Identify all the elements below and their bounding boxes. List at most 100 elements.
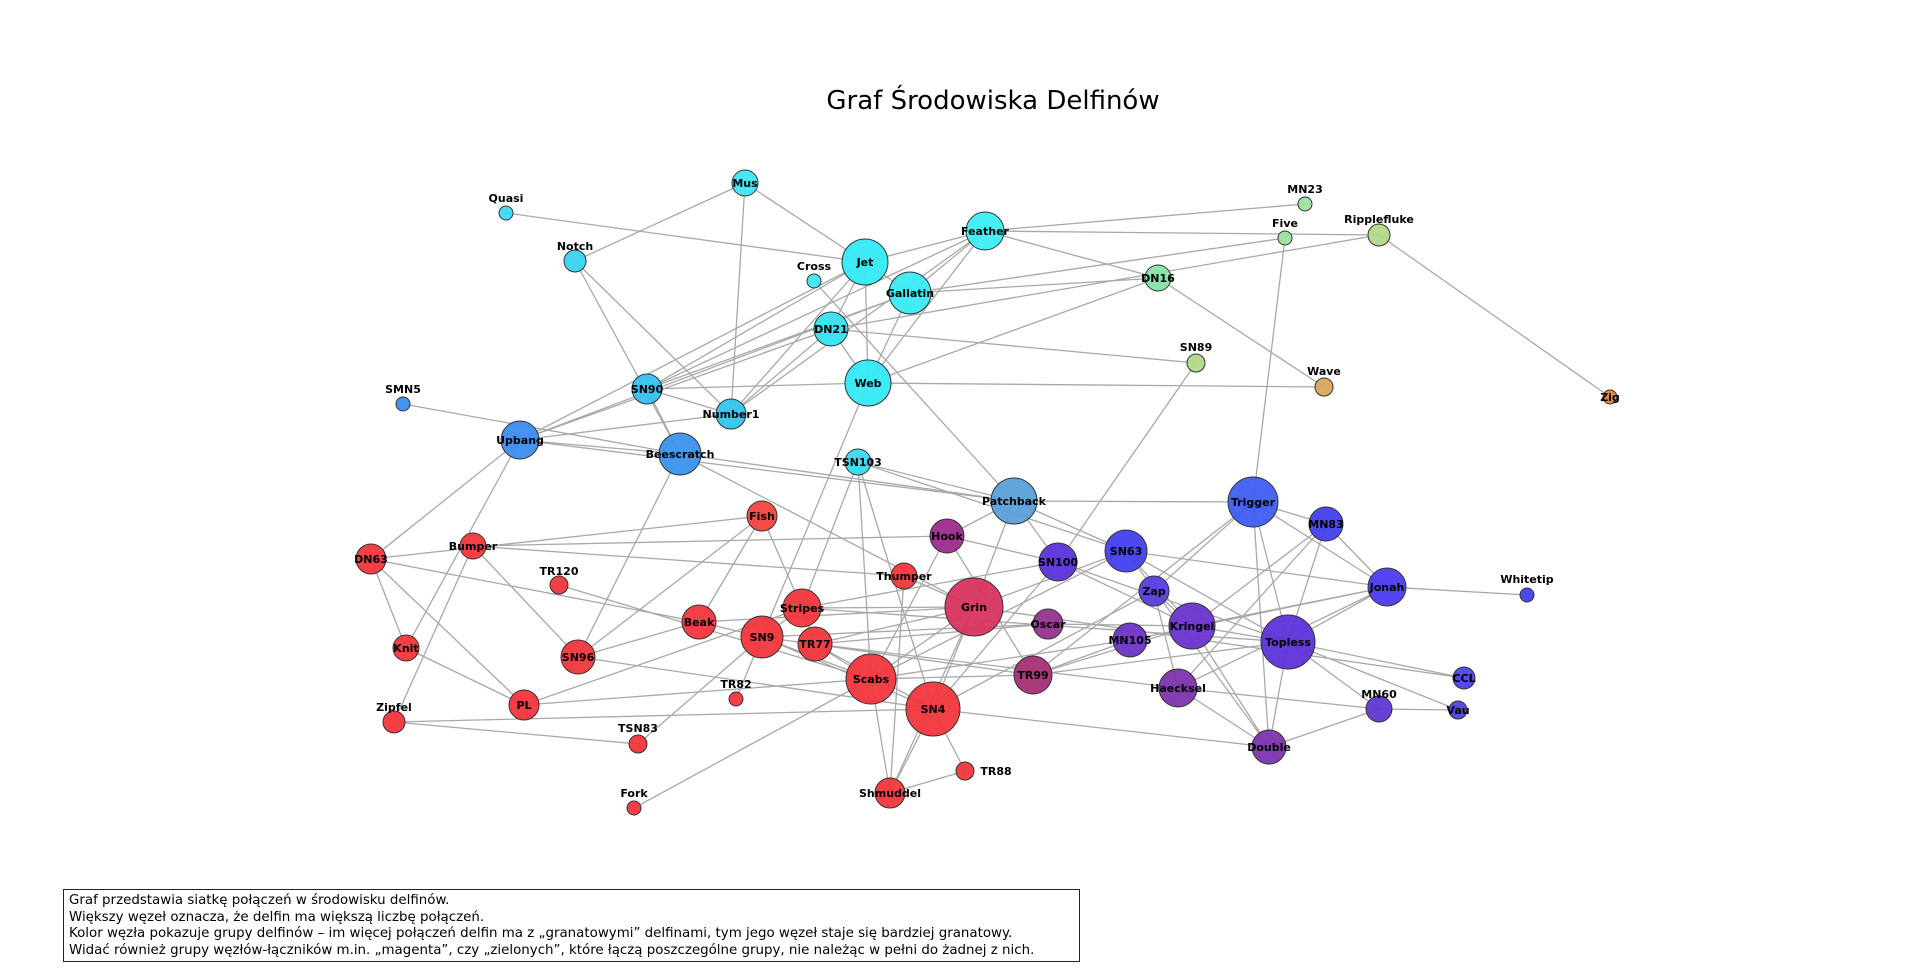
node-label-notch: Notch: [557, 240, 593, 253]
edge-feather-dn16: [984, 230, 1159, 279]
node-label-web: Web: [854, 377, 881, 390]
edge-sn9-tsn83: [637, 636, 763, 745]
node-label-whitetip: Whitetip: [1500, 573, 1553, 586]
node-beak: Beak: [681, 604, 717, 640]
node-tsn83: TSN83: [618, 722, 658, 754]
edge-notch-number1: [574, 260, 732, 415]
edge-beescratch-sn96: [577, 453, 681, 658]
node-label-topless: Topless: [1265, 636, 1311, 649]
node-label-sn100: SN100: [1038, 556, 1078, 569]
node-label-number1: Number1: [703, 408, 760, 421]
edge-web-wave: [867, 382, 1325, 388]
node-label-jet: Jet: [856, 256, 874, 269]
node-circle-web: [844, 359, 892, 407]
edge-mn83-haecksel: [1177, 523, 1327, 689]
node-circle-stripes: [782, 588, 822, 628]
node-label-gallatin: Gallatin: [886, 287, 934, 300]
node-label-ccl: CCL: [1452, 672, 1475, 685]
node-tr82: TR82: [720, 678, 752, 707]
edge-smn5-beescratch: [402, 403, 681, 455]
node-dn21: DN21: [813, 311, 849, 347]
node-trigger: Trigger: [1227, 476, 1279, 528]
edge-kringel-double: [1191, 625, 1270, 748]
node-tr88: TR88: [955, 761, 1012, 781]
node-circle-jonah: [1367, 567, 1407, 607]
node-label-fork: Fork: [620, 787, 648, 800]
node-circle-haecksel: [1158, 668, 1198, 708]
node-circle-beescratch: [658, 432, 702, 476]
node-tr77: TR77: [797, 626, 833, 662]
node-label-patchback: Patchback: [982, 495, 1047, 508]
node-haecksel: Haecksel: [1150, 668, 1206, 708]
node-number1: Number1: [703, 398, 760, 430]
node-label-zap: Zap: [1142, 585, 1165, 598]
node-label-tr77: TR77: [799, 638, 830, 651]
edge-kringel-oscar: [1047, 623, 1193, 627]
node-circle-fork: [626, 800, 642, 816]
caption-line-2: Większy węzeł oznacza, że delfin ma więk…: [69, 909, 485, 925]
edge-feather-web: [867, 230, 986, 384]
node-circle-shmuddel: [874, 777, 906, 809]
edge-trigger-double: [1252, 501, 1270, 748]
node-label-mus: Mus: [732, 177, 758, 190]
node-thumper: Thumper: [876, 562, 932, 590]
edge-hook-bumper: [472, 535, 948, 547]
node-label-mn83: MN83: [1308, 518, 1343, 531]
edge-dn21-sn89: [830, 328, 1197, 364]
node-label-ripplefluke: Ripplefluke: [1344, 213, 1414, 226]
edge-fish-beak: [698, 515, 763, 623]
node-cross: Cross: [797, 260, 832, 289]
edge-zap-sn4: [932, 590, 1155, 710]
node-label-wave: Wave: [1307, 365, 1341, 378]
node-circle-mn60: [1365, 695, 1393, 723]
node-circle-tsn83: [628, 734, 648, 754]
node-grin: Grin: [944, 577, 1004, 637]
edge-thumper-shmuddel: [889, 575, 905, 794]
node-label-kringel: Kringel: [1170, 620, 1215, 633]
edge-cross-patchback: [813, 280, 1015, 502]
node-circle-knit: [392, 634, 420, 662]
edge-upbang-dn63: [370, 439, 521, 560]
node-circle-mn83: [1308, 506, 1344, 542]
node-circle-tr77: [797, 626, 833, 662]
node-label-mn105: MN105: [1108, 634, 1151, 647]
edge-sn89-sn100: [1057, 362, 1197, 563]
node-circle-oscar: [1032, 608, 1064, 640]
edge-mn105-scabs: [870, 639, 1131, 680]
edge-bumper-zipfel: [393, 545, 474, 723]
node-tr99: TR99: [1013, 655, 1053, 695]
edge-dn16-web: [867, 277, 1159, 384]
node-five: Five: [1272, 217, 1298, 246]
node-label-sn4: SN4: [921, 703, 946, 716]
edge-beescratch-grin: [679, 453, 975, 608]
node-circle-bumper: [459, 532, 487, 560]
node-mn60: MN60: [1361, 688, 1397, 723]
node-label-sn96: SN96: [562, 651, 595, 664]
edge-tsn103-scabs: [857, 461, 872, 680]
edge-gallatin-upbang: [519, 292, 911, 441]
node-jet: Jet: [841, 238, 889, 286]
node-sn89: SN89: [1180, 341, 1212, 373]
node-circle-sn96: [560, 639, 596, 675]
edge-scabs-tr120: [558, 584, 872, 680]
node-double: Double: [1247, 729, 1291, 765]
node-label-zipfel: Zipfel: [376, 701, 412, 714]
node-circle-mn105: [1112, 622, 1148, 658]
edge-feather-mn23: [984, 203, 1306, 232]
node-circle-beak: [681, 604, 717, 640]
edge-number1-upbang: [519, 413, 732, 441]
caption-line-4: Widać również grupy węzłów-łączników m.i…: [69, 942, 1035, 958]
node-knit: Knit: [392, 634, 420, 662]
node-sn9: SN9: [740, 615, 784, 659]
edge-dn21-upbang: [519, 328, 832, 441]
node-label-quasi: Quasi: [489, 192, 524, 205]
node-vau: Vau: [1446, 700, 1470, 720]
node-circle-sn90: [631, 373, 663, 405]
caption-box: Graf przedstawia siatkę połączeń w środo…: [63, 889, 1080, 962]
edge-bumper-sn96: [472, 545, 579, 658]
edge-dn63-knit: [370, 558, 407, 649]
node-circle-mn23: [1297, 196, 1313, 212]
node-label-stripes: Stripes: [780, 602, 825, 615]
node-circle-fish: [746, 500, 778, 532]
node-label-five: Five: [1272, 217, 1298, 230]
